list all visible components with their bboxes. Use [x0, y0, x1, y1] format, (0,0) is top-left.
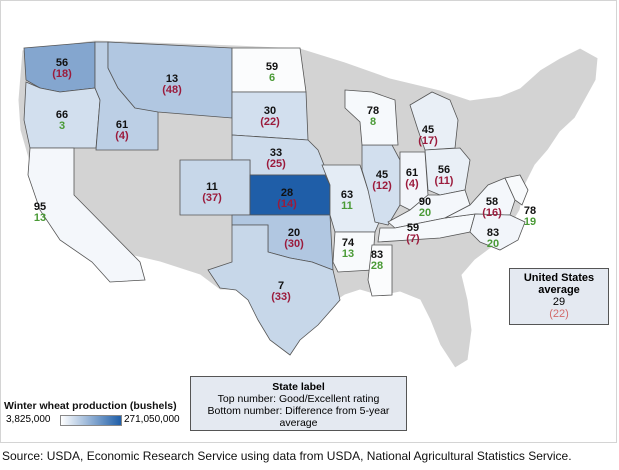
- state-label-top-MT: 13: [166, 73, 178, 85]
- state-label-bottom-OH: (11): [435, 175, 454, 187]
- us-average-box: United States average 29 (22): [509, 268, 609, 325]
- state-TX: [207, 224, 341, 356]
- state-IL: [361, 144, 401, 226]
- state-label-bottom-SD: (22): [260, 116, 280, 128]
- state-label-top-IN: 61: [406, 167, 418, 179]
- state-labels: 56(18)663 61(4)13(48)951359630(22)33(25)1…: [34, 57, 536, 303]
- us-average-top: 29: [552, 296, 566, 308]
- state-label-bottom-CO: (37): [202, 192, 222, 204]
- state-label-bottom-IL: (12): [372, 180, 392, 192]
- state-CA: [27, 147, 146, 283]
- us-average-title-1: United States: [523, 272, 595, 284]
- state-label-top-CO: 11: [206, 181, 218, 193]
- state-label-top-IL: 45: [376, 169, 388, 181]
- legend-max-label: 271,050,000: [124, 414, 180, 425]
- state-label-top-KY: 90: [419, 196, 431, 208]
- us-average-bottom: (22): [549, 308, 569, 320]
- state-WI: [344, 89, 399, 146]
- state-label-box: State label Top number: Good/Excellent r…: [190, 376, 407, 431]
- state-label-bottom-ID: (4): [115, 130, 129, 142]
- state-NC: [469, 213, 526, 251]
- state-label-line2: Bottom number: Difference from 5-year: [207, 405, 390, 417]
- state-label-bottom-ND: 6: [269, 72, 275, 84]
- us-average-title-2: average: [538, 284, 580, 296]
- state-label-top-MI: 45: [422, 124, 434, 136]
- state-label-bottom-MI: (17): [418, 135, 438, 147]
- state-label-top-MD: 78: [524, 205, 536, 217]
- state-label-top-TX: 7: [278, 280, 284, 292]
- state-label-bottom-OK: (30): [284, 238, 304, 250]
- state-label-bottom-IN: (4): [405, 178, 419, 190]
- state-label-top-SD: 30: [264, 105, 276, 117]
- state-shapes: [23, 41, 529, 356]
- state-label-top-MO: 63: [341, 189, 353, 201]
- state-MD: [504, 174, 529, 206]
- state-label-bottom-MD: 19: [524, 216, 536, 228]
- state-label-bottom-WI: 8: [370, 116, 376, 128]
- state-MI: [409, 91, 459, 151]
- legend-min-label: 3,825,000: [6, 414, 51, 425]
- state-label-top-ND: 59: [266, 61, 278, 73]
- state-label-title: State label: [272, 381, 325, 393]
- state-label-bottom-MS: 28: [371, 260, 383, 272]
- state-label-top-MS: 83: [371, 249, 383, 261]
- state-label-bottom-TN: (7): [406, 233, 420, 245]
- state-label-top-NC: 83: [487, 227, 499, 239]
- state-label-top-OH: 56: [438, 164, 450, 176]
- state-label-top-OR: 66: [56, 109, 68, 121]
- state-AR: [332, 231, 376, 273]
- legend-gradient-bar: [60, 415, 122, 426]
- state-label-top-OK: 20: [288, 227, 300, 239]
- legend-title: Winter wheat production (bushels): [4, 400, 177, 412]
- state-label-line1: Top number: Good/Excellent rating: [217, 393, 380, 405]
- state-label-bottom-NC: 20: [487, 238, 499, 250]
- state-label-line3: average: [279, 417, 318, 429]
- state-label-bottom-OR: 3: [59, 120, 65, 132]
- state-label-bottom-TX: (33): [271, 291, 291, 303]
- state-label-top-WA: 56: [56, 57, 68, 69]
- state-label-top-CA: 95: [34, 201, 46, 213]
- state-label-bottom-MT: (48): [162, 84, 182, 96]
- state-label-bottom-VA: (16): [482, 207, 502, 219]
- us-map: 56(18)663 61(4)13(48)951359630(22)33(25)1…: [17, 39, 599, 369]
- state-label-bottom-KY: 20: [419, 207, 431, 219]
- state-label-top-VA: 58: [486, 196, 498, 208]
- state-label-top-KS: 28: [281, 187, 293, 199]
- state-label-top-ID: 61: [116, 119, 128, 131]
- state-label-top-NE: 33: [270, 147, 282, 159]
- state-label-bottom-KS: (14): [277, 198, 297, 210]
- state-label-top-AR: 74: [342, 237, 355, 249]
- state-label-bottom-MO: 11: [341, 200, 353, 212]
- state-label-top-TN: 59: [407, 222, 419, 234]
- state-label-bottom-AR: 13: [342, 248, 354, 260]
- source-note: Source: USDA, Economic Research Service …: [2, 449, 572, 463]
- state-MS: [367, 244, 393, 297]
- state-label-bottom-NE: (25): [266, 158, 286, 170]
- state-label-bottom-CA: 13: [34, 212, 46, 224]
- state-label-bottom-WA: (18): [52, 68, 72, 80]
- color-legend: Winter wheat production (bushels) 3,825,…: [4, 400, 184, 428]
- state-label-top-WI: 78: [367, 105, 379, 117]
